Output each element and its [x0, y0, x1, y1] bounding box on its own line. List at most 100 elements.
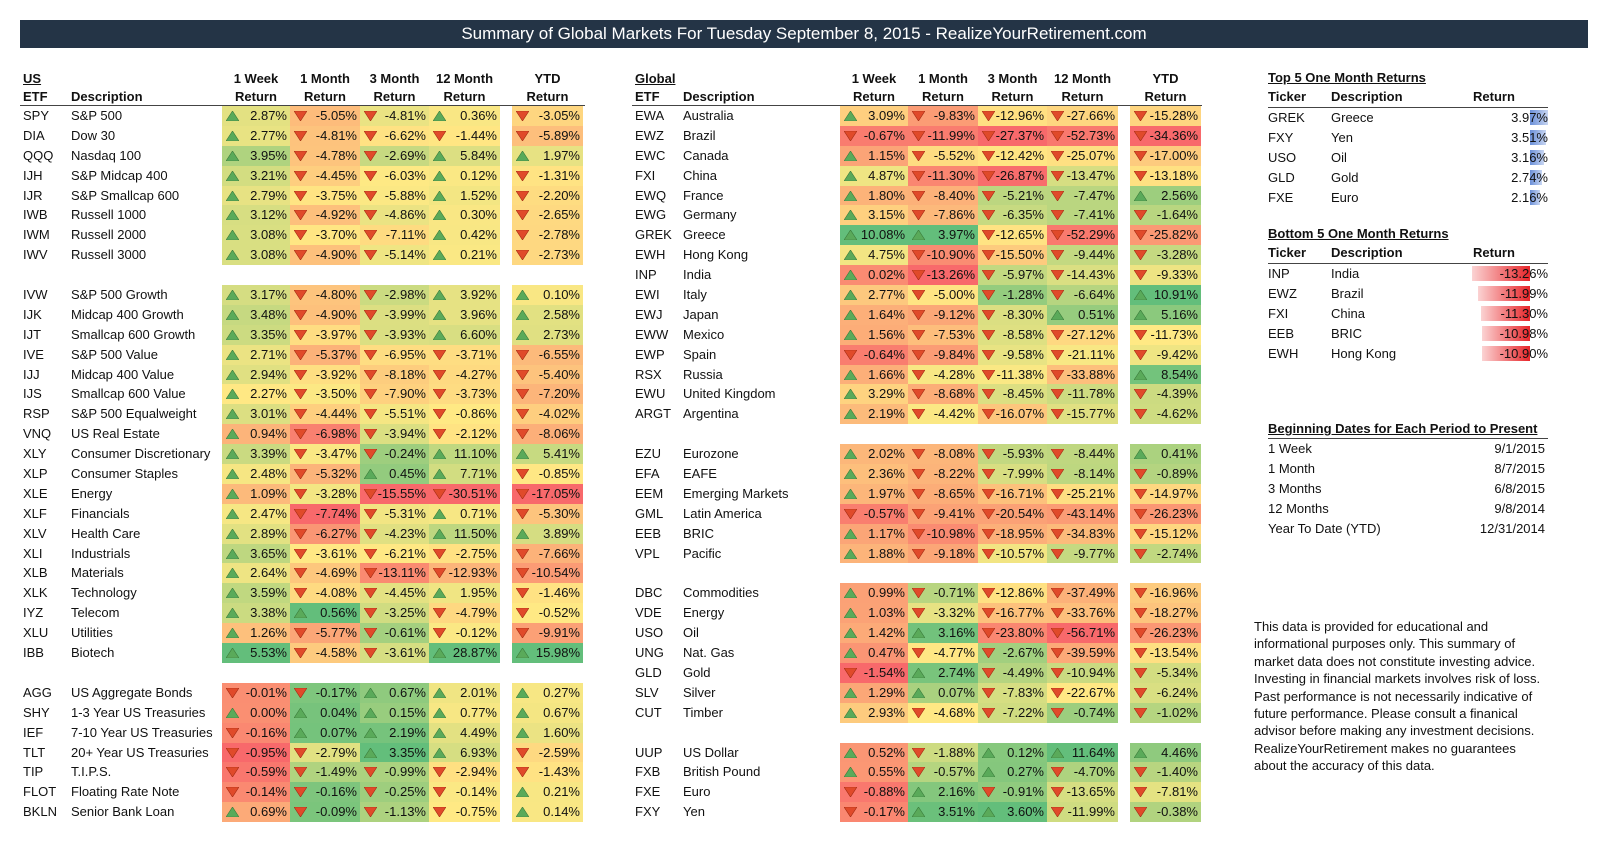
down-arrow-icon [1134, 687, 1147, 698]
return-value: 2.89% [250, 525, 287, 541]
ticker: EZU [635, 446, 661, 462]
table-row: ARGT Argentina 2.19% -4.42% -16.07% -15.77% -4… [632, 404, 1202, 425]
us-rows: SPY S&P 500 2.87% -5.05% -4.81% 0.36% -3.05% DI… [20, 106, 585, 823]
return-cell: 6.60% [429, 324, 500, 345]
up-arrow-icon [516, 449, 529, 460]
down-arrow-icon [1134, 667, 1147, 678]
down-arrow-icon [516, 469, 529, 480]
down-arrow-icon [1134, 648, 1147, 659]
description: S&P 500 Value [71, 346, 158, 362]
return-databar [1530, 129, 1546, 145]
return-cell: -15.28% [1130, 106, 1201, 126]
ticker: IYZ [23, 605, 44, 621]
return-cell: -0.09% [290, 802, 360, 823]
start-date: 6/8/2015 [1494, 480, 1545, 496]
return-value: 3.51% [1511, 129, 1548, 145]
return-cell: 3.97% [908, 225, 978, 246]
description: Brazil [1331, 285, 1364, 301]
up-arrow-icon [294, 707, 307, 718]
dates-title: Beginning Dates for Each Period to Prese… [1268, 421, 1548, 439]
return-cell: 0.51% [1047, 304, 1118, 325]
up-arrow-icon [364, 707, 377, 718]
return-cell: 2.01% [429, 682, 500, 703]
return-cell: -5.77% [290, 623, 360, 644]
ticker: EWZ [1268, 285, 1297, 301]
return-value: 0.36% [460, 108, 497, 123]
bottom5-header: Ticker Description Return [1268, 244, 1548, 264]
return-value: 1.66% [868, 366, 905, 382]
return-value: -5.77% [315, 625, 357, 641]
up-arrow-icon [226, 707, 239, 718]
down-arrow-icon [294, 290, 307, 301]
return-cell: 1.29% [840, 682, 908, 703]
down-arrow-icon [364, 767, 377, 778]
return-cell: -18.27% [1130, 603, 1201, 624]
return-cell: 1.95% [429, 583, 500, 604]
return-cell: -0.24% [360, 444, 429, 465]
up-arrow-icon [516, 309, 529, 320]
return-value: -9.12% [933, 306, 975, 322]
up-arrow-icon [433, 508, 446, 519]
return-value: 0.69% [250, 804, 287, 820]
down-arrow-icon [433, 767, 446, 778]
return-cell: -2.65% [512, 205, 583, 226]
return-value: -4.81% [384, 108, 426, 123]
return-value: -33.88% [1066, 366, 1115, 382]
return-value: -5.51% [384, 406, 426, 422]
return-cell: -4.77% [908, 643, 978, 663]
up-arrow-icon [1134, 449, 1147, 460]
return-value: -13.26% [926, 267, 975, 283]
ticker: GLD [635, 664, 662, 680]
description: Commodities [683, 585, 759, 601]
return-value: -6.35% [1002, 207, 1044, 223]
return-cell: -8.40% [908, 185, 978, 206]
return-value: 7.71% [460, 466, 497, 482]
return-cell: -8.08% [908, 444, 978, 465]
down-arrow-icon [516, 767, 529, 778]
etf-header: ETF [635, 89, 660, 104]
return-cell: -5.31% [360, 503, 429, 524]
return-cell: -8.58% [978, 324, 1047, 345]
return-cell: 1.03% [840, 603, 908, 624]
description: Greece [1331, 110, 1374, 125]
return-value: -8.18% [384, 366, 426, 382]
return-value: -3.99% [384, 306, 426, 322]
return-cell: -5.97% [978, 265, 1047, 286]
return-value: 3.35% [389, 744, 426, 760]
return-cell: -1.40% [1130, 762, 1201, 783]
ticker: SLV [635, 684, 659, 700]
down-arrow-icon [912, 409, 925, 420]
down-arrow-icon [1134, 130, 1147, 141]
up-arrow-icon [433, 707, 446, 718]
return-value: -2.59% [538, 744, 580, 760]
return-cell: -4.49% [978, 662, 1047, 683]
down-arrow-icon [1051, 329, 1064, 340]
return-cell: 3.39% [222, 444, 290, 465]
return-cell: -0.89% [1130, 464, 1201, 484]
return-value: 2.19% [389, 724, 426, 740]
down-arrow-icon [433, 409, 446, 420]
return-cell: -0.75% [429, 802, 500, 823]
return-value: -4.45% [384, 585, 426, 601]
return-cell: -4.79% [429, 603, 500, 624]
return-cell: 0.77% [429, 702, 500, 723]
return-cell: -2.74% [1130, 543, 1201, 564]
up-arrow-icon [912, 687, 925, 698]
return-cell: -7.90% [360, 384, 429, 405]
start-date: 8/7/2015 [1494, 460, 1545, 476]
down-arrow-icon [1134, 807, 1147, 818]
return-cell: 3.17% [222, 285, 290, 305]
return-cell: 28.87% [429, 643, 500, 663]
down-arrow-icon [516, 508, 529, 519]
table-row: IVW S&P 500 Growth 3.17% -4.80% -2.98% 3.92% 0… [20, 285, 585, 305]
down-arrow-icon [982, 230, 995, 241]
description: Nasdaq 100 [71, 147, 142, 163]
ticker: GLD [1268, 169, 1295, 185]
ticker: RSP [23, 406, 50, 422]
ticker: XLI [23, 545, 43, 561]
table-row: BKLN Senior Bank Loan 0.69% -0.09% -1.13% -0.… [20, 802, 585, 823]
up-arrow-icon [433, 687, 446, 698]
top5-panel: Top 5 One Month Returns Ticker Descripti… [1268, 70, 1548, 207]
return-cell: 0.21% [512, 782, 583, 803]
return-value: -6.64% [1073, 287, 1115, 303]
